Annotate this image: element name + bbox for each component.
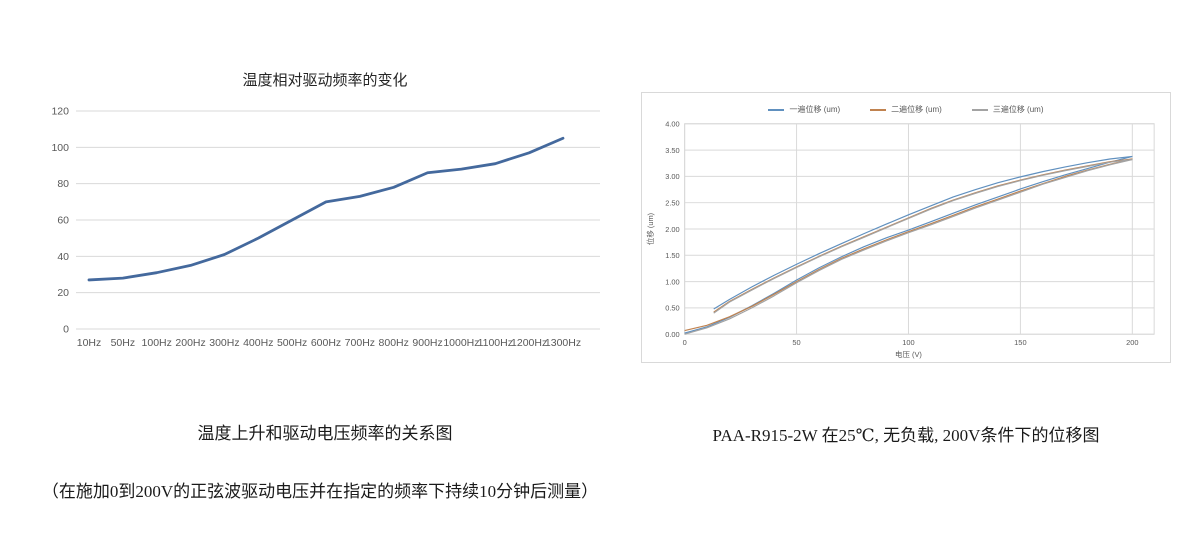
svg-text:100: 100 xyxy=(51,142,69,154)
svg-text:100: 100 xyxy=(902,338,914,347)
svg-text:80: 80 xyxy=(57,178,69,190)
svg-text:50: 50 xyxy=(792,338,800,347)
svg-text:3.50: 3.50 xyxy=(665,146,679,155)
svg-text:1100Hz: 1100Hz xyxy=(478,337,513,349)
svg-text:600Hz: 600Hz xyxy=(311,337,341,349)
svg-text:0.00: 0.00 xyxy=(665,330,679,339)
svg-text:2.00: 2.00 xyxy=(665,225,679,234)
svg-text:900Hz: 900Hz xyxy=(412,337,442,349)
svg-text:1.00: 1.00 xyxy=(665,277,679,286)
svg-text:200: 200 xyxy=(1126,338,1138,347)
left-chart-plot: 0 20 40 60 80 100 120 10Hz 50Hz 100Hz 200Hz 300Hz 40… xyxy=(51,106,600,349)
svg-text:1.50: 1.50 xyxy=(665,251,679,260)
svg-text:0: 0 xyxy=(683,338,687,347)
svg-text:50Hz: 50Hz xyxy=(111,337,136,349)
svg-text:40: 40 xyxy=(57,251,69,263)
svg-text:0.50: 0.50 xyxy=(665,304,679,313)
svg-text:700Hz: 700Hz xyxy=(345,337,375,349)
svg-text:1300Hz: 1300Hz xyxy=(545,337,581,349)
svg-text:300Hz: 300Hz xyxy=(209,337,239,349)
right-chart: 一遍位移 (um) 二遍位移 (um) 三遍位移 (um) 0.00 0.50 1.00… xyxy=(641,92,1171,363)
svg-text:10Hz: 10Hz xyxy=(77,337,102,349)
svg-text:400Hz: 400Hz xyxy=(243,337,273,349)
svg-text:4.00: 4.00 xyxy=(665,120,679,129)
svg-text:500Hz: 500Hz xyxy=(277,337,307,349)
measurement-note: （在施加0到200V的正弦波驱动电压并在指定的频率下持续10分钟后测量） xyxy=(41,482,599,501)
svg-text:0: 0 xyxy=(63,324,69,336)
left-chart-title: 温度相对驱动频率的变化 xyxy=(242,73,408,89)
svg-text:1200Hz: 1200Hz xyxy=(511,337,547,349)
right-chart-plot: 0.00 0.50 1.00 1.50 2.00 2.50 3.00 3.50 4.00 0 50 1… xyxy=(645,120,1155,359)
svg-text:60: 60 xyxy=(57,215,69,227)
svg-text:200Hz: 200Hz xyxy=(175,337,205,349)
svg-text:2.50: 2.50 xyxy=(665,198,679,207)
svg-text:150: 150 xyxy=(1014,338,1026,347)
svg-text:800Hz: 800Hz xyxy=(379,337,409,349)
svg-text:100Hz: 100Hz xyxy=(142,337,172,349)
svg-text:位移 (um): 位移 (um) xyxy=(645,212,655,245)
svg-text:120: 120 xyxy=(51,106,69,118)
svg-text:电压 (V): 电压 (V) xyxy=(895,349,922,359)
svg-text:3.00: 3.00 xyxy=(665,172,679,181)
svg-text:20: 20 xyxy=(57,287,69,299)
left-chart-caption: 温度上升和驱动电压频率的关系图 xyxy=(197,424,453,443)
right-chart-caption: PAA-R915-2W 在25℃, 无负载, 200V条件下的位移图 xyxy=(712,426,1100,445)
left-chart: 温度相对驱动频率的变化 0 20 40 60 80 100 120 10Hz 50Hz 100Hz… xyxy=(30,70,620,386)
svg-text:1000Hz: 1000Hz xyxy=(443,337,479,349)
